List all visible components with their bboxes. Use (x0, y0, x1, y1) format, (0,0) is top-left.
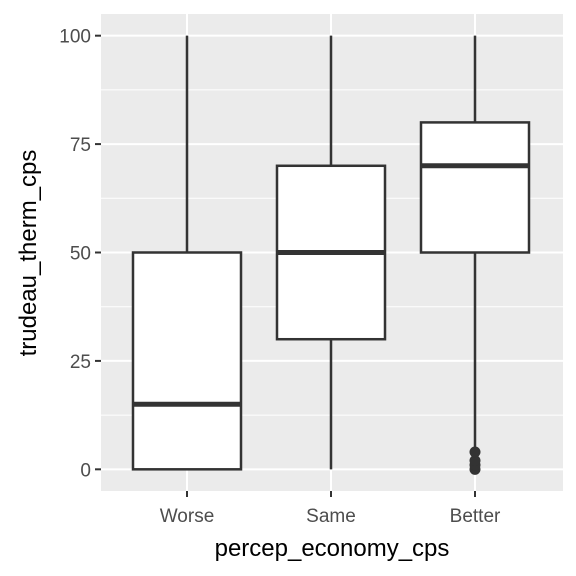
box-iqr (419, 121, 531, 254)
y-tick-label: 0 (80, 460, 91, 481)
boxes (131, 35, 531, 475)
y-tick-label: 25 (70, 352, 91, 373)
box-iqr (131, 251, 243, 471)
x-tick-label: Better (450, 506, 501, 527)
y-axis-title: trudeau_therm_cps (15, 150, 42, 357)
outlier-point (469, 446, 481, 458)
x-tick-label: Same (306, 506, 356, 527)
y-tick-label: 50 (70, 244, 91, 265)
y-axis: 0 25 50 75 100 (59, 27, 101, 481)
y-tick-label: 100 (59, 27, 91, 48)
x-tick-label: Worse (160, 506, 215, 527)
y-tick-label: 75 (70, 135, 91, 156)
outlier-point (469, 455, 481, 467)
x-axis: Worse Same Better (160, 491, 501, 527)
box-better (419, 35, 531, 475)
box-worse (131, 35, 243, 471)
x-axis-title: percep_economy_cps (215, 535, 450, 562)
box-same (275, 35, 387, 470)
